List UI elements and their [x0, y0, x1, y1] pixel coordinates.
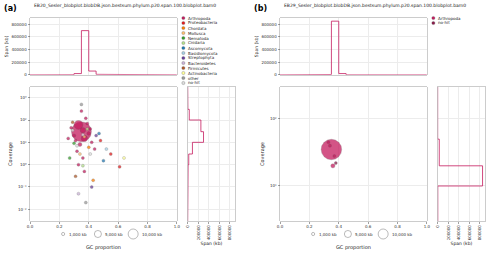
svg-text:Proteobacteria: Proteobacteria	[188, 20, 218, 25]
svg-text:other: other	[188, 76, 199, 81]
svg-text:Nematoda: Nematoda	[188, 36, 209, 41]
svg-text:1.0: 1.0	[424, 224, 431, 229]
svg-text:Span (kb): Span (kb)	[201, 241, 223, 246]
svg-text:400000: 400000	[206, 225, 211, 241]
svg-text:0: 0	[24, 72, 27, 77]
svg-text:800000: 800000	[227, 225, 232, 241]
svg-text:10³: 10³	[20, 95, 27, 100]
svg-text:Actinobacteria: Actinobacteria	[188, 71, 218, 76]
svg-text:200000: 200000	[261, 60, 277, 65]
svg-text:0.2: 0.2	[56, 224, 63, 229]
svg-text:no-hit: no-hit	[438, 20, 450, 25]
svg-text:0.4: 0.4	[86, 224, 93, 229]
svg-text:10,000 kb: 10,000 kb	[142, 232, 163, 237]
svg-text:400000: 400000	[261, 47, 277, 52]
svg-text:Firmicutes: Firmicutes	[188, 66, 209, 71]
svg-text:Span (kb): Span (kb)	[254, 35, 259, 57]
svg-text:(a): (a)	[4, 4, 17, 13]
svg-text:10²: 10²	[20, 117, 27, 122]
svg-text:800000: 800000	[477, 225, 482, 241]
svg-text:0: 0	[185, 225, 190, 228]
svg-text:200000: 200000	[446, 225, 451, 241]
svg-text:0.6: 0.6	[115, 224, 122, 229]
svg-text:Chordata: Chordata	[188, 26, 207, 31]
svg-text:400000: 400000	[456, 225, 461, 241]
svg-text:0.8: 0.8	[394, 224, 401, 229]
svg-text:Coverage: Coverage	[259, 142, 266, 166]
svg-text:200000: 200000	[11, 60, 27, 65]
svg-text:Arthropoda: Arthropoda	[188, 16, 211, 21]
svg-text:0.4: 0.4	[336, 224, 343, 229]
svg-text:10⁰: 10⁰	[20, 162, 27, 167]
svg-text:10⁻¹: 10⁻¹	[18, 184, 27, 189]
svg-text:Ascomycota: Ascomycota	[188, 46, 213, 51]
svg-text:0.0: 0.0	[27, 224, 34, 229]
svg-text:5,000 kb: 5,000 kb	[355, 232, 373, 237]
svg-text:EB20_Sesler_blobplot.blobDB.js: EB20_Sesler_blobplot.blobDB.json.bestsum…	[34, 3, 216, 9]
svg-text:Arthropoda: Arthropoda	[438, 16, 461, 21]
svg-text:10⁻²: 10⁻²	[18, 207, 27, 212]
svg-text:(b): (b)	[254, 4, 267, 13]
svg-text:800000: 800000	[261, 22, 277, 27]
svg-text:Streptophyta: Streptophyta	[188, 55, 215, 60]
svg-text:Basidiomycota: Basidiomycota	[188, 51, 218, 56]
svg-text:EB29_Sesler_blobplot.blobDB.js: EB29_Sesler_blobplot.blobDB.json.bestsum…	[284, 3, 466, 9]
svg-text:10²: 10²	[270, 116, 277, 121]
svg-text:Cnidaria: Cnidaria	[188, 40, 205, 45]
svg-text:Coverage: Coverage	[7, 142, 14, 166]
svg-text:10¹: 10¹	[20, 140, 27, 145]
svg-text:10¹: 10¹	[270, 183, 277, 188]
svg-text:GC proportion: GC proportion	[86, 244, 121, 251]
svg-text:Bacteroidetes: Bacteroidetes	[188, 61, 216, 66]
svg-text:0: 0	[274, 72, 277, 77]
svg-text:no-hit: no-hit	[188, 80, 200, 85]
svg-text:0.8: 0.8	[144, 224, 151, 229]
svg-text:5,000 kb: 5,000 kb	[105, 232, 123, 237]
svg-text:0: 0	[435, 225, 440, 228]
svg-text:0.0: 0.0	[277, 224, 284, 229]
svg-text:1,000 kb: 1,000 kb	[69, 232, 87, 237]
svg-text:600000: 600000	[467, 225, 472, 241]
svg-text:Span (kb): Span (kb)	[451, 241, 473, 246]
svg-text:1,000 kb: 1,000 kb	[319, 232, 337, 237]
svg-text:1.0: 1.0	[174, 224, 181, 229]
svg-text:Mollusca: Mollusca	[188, 31, 206, 36]
svg-text:Span (kb): Span (kb)	[4, 35, 9, 57]
svg-text:600000: 600000	[11, 34, 27, 39]
svg-text:0.6: 0.6	[365, 224, 372, 229]
svg-text:400000: 400000	[11, 47, 27, 52]
svg-text:GC proportion: GC proportion	[336, 244, 371, 251]
svg-text:800000: 800000	[11, 22, 27, 27]
svg-text:600000: 600000	[217, 225, 222, 241]
svg-text:600000: 600000	[261, 34, 277, 39]
svg-text:200000: 200000	[196, 225, 201, 241]
svg-text:10,000 kb: 10,000 kb	[392, 232, 413, 237]
svg-text:0.2: 0.2	[306, 224, 313, 229]
